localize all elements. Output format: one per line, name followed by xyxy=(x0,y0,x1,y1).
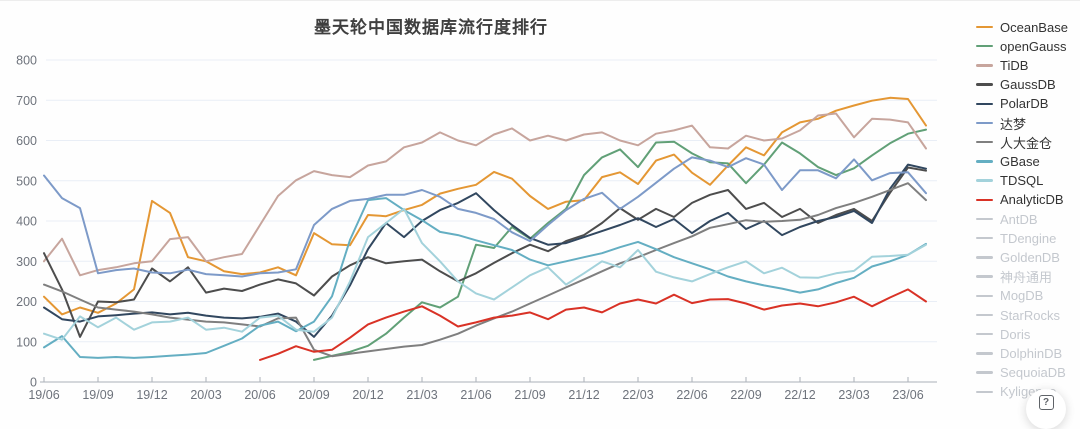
legend-item-dolphindb[interactable]: DolphinDB xyxy=(976,344,1062,362)
legend-swatch-kyligence xyxy=(976,390,993,394)
legend-item-starrocks[interactable]: StarRocks xyxy=(976,306,1060,324)
legend-label-series-13: 神舟通用 xyxy=(1000,270,1053,286)
x-axis-tick-label: 19/09 xyxy=(82,388,113,402)
question-mark-icon: ? xyxy=(1038,395,1054,410)
legend-label-polardb: PolarDB xyxy=(1000,96,1049,112)
legend-item-gaussdb[interactable]: GaussDB xyxy=(976,76,1056,94)
legend-item-tdsql[interactable]: TDSQL xyxy=(976,172,1043,190)
legend-swatch-doris xyxy=(976,332,993,336)
series-line-series-6 xyxy=(43,182,927,358)
legend-item-series-6[interactable]: 人大金仓 xyxy=(976,133,1052,151)
y-axis-tick-label: 400 xyxy=(16,215,37,229)
x-axis-tick-label: 22/12 xyxy=(784,388,815,402)
legend-label-series-5: 达梦 xyxy=(1000,116,1027,132)
x-axis-tick-label: 21/09 xyxy=(514,388,545,402)
legend-item-mogdb[interactable]: MogDB xyxy=(976,287,1043,305)
y-axis-tick-label: 0 xyxy=(30,376,37,390)
legend-swatch-opengauss xyxy=(976,44,993,48)
y-axis-tick-label: 500 xyxy=(16,174,37,188)
legend-label-series-6: 人大金仓 xyxy=(1000,135,1053,151)
series-line-analyticdb xyxy=(259,288,927,361)
legend-item-gbase[interactable]: GBase xyxy=(976,152,1040,170)
legend-swatch-analyticdb xyxy=(976,198,993,202)
legend-swatch-tdsql xyxy=(976,179,993,182)
x-axis-tick-label: 22/09 xyxy=(730,388,761,402)
chart-title: 墨天轮中国数据库流行度排行 xyxy=(314,18,548,37)
legend-swatch-series-6 xyxy=(976,140,993,144)
series-line-tidb xyxy=(43,112,927,277)
legend-swatch-gbase xyxy=(976,160,993,163)
y-axis-tick-label: 100 xyxy=(16,335,37,349)
legend-swatch-polardb xyxy=(976,102,993,106)
x-axis-tick-label: 22/03 xyxy=(622,388,653,402)
legend-item-series-13[interactable]: 神舟通用 xyxy=(976,268,1052,286)
series-line-series-5 xyxy=(43,156,927,278)
legend-swatch-tidb xyxy=(976,64,993,67)
legend-swatch-dolphindb xyxy=(976,352,993,355)
legend-swatch-series-5 xyxy=(976,121,993,125)
x-axis-tick-label: 20/12 xyxy=(352,388,383,402)
legend-label-mogdb: MogDB xyxy=(1000,288,1044,304)
legend-item-goldendb[interactable]: GoldenDB xyxy=(976,248,1060,266)
legend-label-tidb: TiDB xyxy=(1000,57,1029,73)
legend-label-opengauss: openGauss xyxy=(1000,38,1067,54)
legend-item-tidb[interactable]: TiDB xyxy=(976,56,1028,74)
legend-label-goldendb: GoldenDB xyxy=(1000,249,1060,265)
legend-label-tdengine: TDengine xyxy=(1000,230,1057,246)
legend-swatch-goldendb xyxy=(976,256,993,259)
legend-item-series-5[interactable]: 达梦 xyxy=(976,114,1026,132)
legend-swatch-tdengine xyxy=(976,236,993,240)
series-line-oceanbase xyxy=(43,96,927,316)
line-chart-plot[interactable]: 0 100 200 300 400 500 600 700 800 19/06 19/09 19/12… xyxy=(0,1,960,415)
x-axis-tick-label: 21/03 xyxy=(406,388,437,402)
series-line-tdsql xyxy=(43,207,927,341)
x-axis-tick-label: 23/06 xyxy=(892,388,923,402)
series-line-gbase xyxy=(43,197,927,359)
x-axis-tick-label: 20/03 xyxy=(190,388,221,402)
legend-item-analyticdb[interactable]: AnalyticDB xyxy=(976,191,1064,209)
legend-label-sequoiadb: SequoiaDB xyxy=(1000,365,1066,381)
x-axis-tick-label: 20/06 xyxy=(244,388,275,402)
y-axis-tick-label: 700 xyxy=(16,94,37,108)
legend-item-doris[interactable]: Doris xyxy=(976,325,1030,343)
legend-label-gaussdb: GaussDB xyxy=(1000,77,1056,93)
x-axis-tick-label: 22/06 xyxy=(676,388,707,402)
legend-label-dolphindb: DolphinDB xyxy=(1000,345,1063,361)
y-axis-tick-label: 600 xyxy=(16,134,37,148)
legend-swatch-gaussdb xyxy=(976,83,993,86)
y-axis-tick-label: 200 xyxy=(16,295,37,309)
x-axis-tick-label: 20/09 xyxy=(298,388,329,402)
legend-label-doris: Doris xyxy=(1000,326,1031,342)
y-axis-tick-label: 800 xyxy=(16,54,37,68)
x-axis-tick-label: 19/06 xyxy=(28,388,59,402)
x-axis-tick-label: 21/12 xyxy=(568,388,599,402)
legend-item-antdb[interactable]: AntDB xyxy=(976,210,1038,228)
legend-item-tdengine[interactable]: TDengine xyxy=(976,229,1056,247)
chart-legend: OceanBase openGauss TiDB GaussDB PolarDB 达梦人大… xyxy=(976,1,1080,415)
legend-item-oceanbase[interactable]: OceanBase xyxy=(976,18,1068,36)
legend-swatch-sequoiadb xyxy=(976,371,993,374)
legend-item-polardb[interactable]: PolarDB xyxy=(976,95,1048,113)
legend-item-opengauss[interactable]: openGauss xyxy=(976,37,1067,55)
series-line-gaussdb xyxy=(43,166,927,338)
legend-swatch-starrocks xyxy=(976,313,993,317)
legend-label-gbase: GBase xyxy=(1000,153,1040,169)
legend-swatch-mogdb xyxy=(976,294,993,298)
y-axis-tick-label: 300 xyxy=(16,255,37,269)
series-line-opengauss xyxy=(313,128,927,361)
help-button[interactable]: ? xyxy=(1026,389,1066,429)
legend-label-tdsql: TDSQL xyxy=(1000,173,1044,189)
legend-swatch-series-13 xyxy=(976,275,993,278)
x-axis-tick-label: 23/03 xyxy=(838,388,869,402)
x-axis-tick-label: 19/12 xyxy=(136,388,167,402)
legend-label-analyticdb: AnalyticDB xyxy=(1000,192,1064,208)
legend-label-oceanbase: OceanBase xyxy=(1000,19,1068,35)
x-axis-tick-label: 21/06 xyxy=(460,388,491,402)
legend-label-starrocks: StarRocks xyxy=(1000,307,1060,323)
legend-label-antdb: AntDB xyxy=(1000,211,1038,227)
legend-swatch-oceanbase xyxy=(976,25,993,29)
legend-item-sequoiadb[interactable]: SequoiaDB xyxy=(976,364,1066,382)
series-line-polardb xyxy=(43,163,927,338)
legend-swatch-antdb xyxy=(976,217,993,221)
